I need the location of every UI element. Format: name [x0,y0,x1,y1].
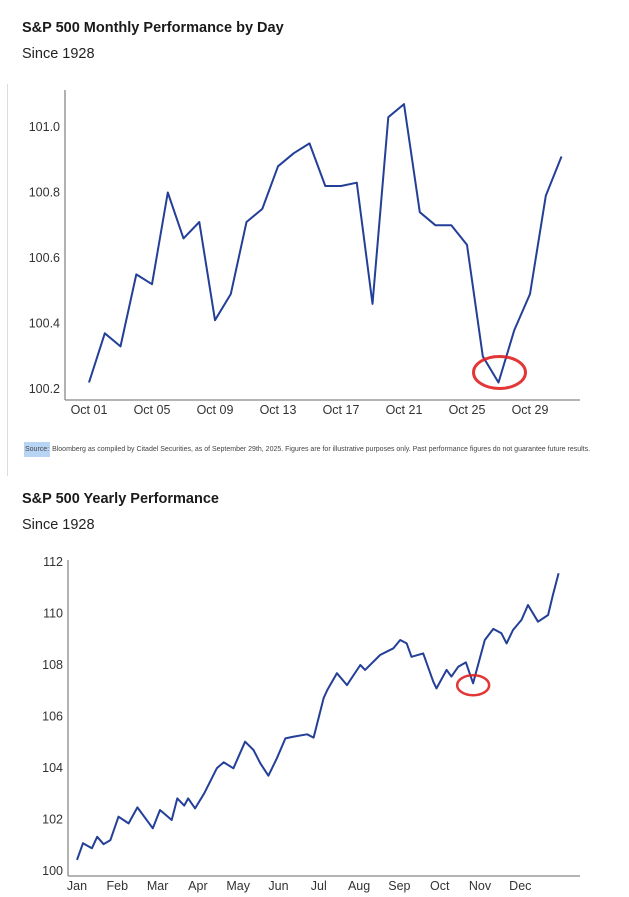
highlight-circle [472,354,527,390]
chart2-subtitle: Since 1928 [22,517,95,533]
x-tick-label: Oct 13 [260,403,297,417]
y-tick-label: 108 [42,658,63,672]
source-label: Source: [24,442,51,457]
y-tick-label: 100.4 [29,317,60,331]
y-tick-label: 100 [42,864,63,878]
x-tick-label: Mar [147,879,169,893]
chart2-title: S&P 500 Yearly Performance [22,491,219,507]
x-tick-label: Feb [107,879,129,893]
chart1-title: S&P 500 Monthly Performance by Day [22,20,284,36]
x-tick-label: Oct 09 [197,403,234,417]
y-tick-label: 104 [42,761,63,775]
y-tick-label: 100.2 [29,382,60,396]
y-tick-label: 106 [42,710,63,724]
quote-border [7,84,8,476]
x-tick-label: Jul [311,879,327,893]
x-tick-label: Oct 21 [386,403,423,417]
y-tick-label: 110 [43,607,63,621]
x-tick-label: Oct 05 [134,403,171,417]
x-tick-label: Oct 17 [323,403,360,417]
y-tick-label: 100.8 [29,186,60,200]
x-tick-label: Oct 25 [449,403,486,417]
x-tick-label: Aug [348,879,370,893]
source-text: Bloomberg as compiled by Citadel Securit… [50,446,591,453]
x-tick-label: Oct 29 [512,403,549,417]
y-tick-label: 100.6 [29,251,60,265]
x-tick-label: Dec [509,879,531,893]
x-tick-label: Apr [188,879,207,893]
series-line [76,573,560,861]
x-tick-label: Nov [469,879,492,893]
source-note: Source: Bloomberg as compiled by Citadel… [24,437,624,462]
x-tick-label: Sep [388,879,410,893]
x-tick-label: May [226,879,250,893]
chart1-subtitle: Since 1928 [22,46,95,62]
monthly-chart: 100.2 100.4 100.6 100.8 101.0 Oct 01 Oct 05 Oct… [29,90,580,417]
y-tick-label: 101.0 [29,120,60,134]
y-tick-label: 102 [42,813,63,827]
x-tick-label: Oct 01 [71,403,108,417]
x-tick-label: Jun [268,879,288,893]
y-tick-label: 112 [43,555,63,569]
highlight-circle [455,674,491,697]
x-tick-label: Jan [67,879,87,893]
x-tick-label: Oct [430,879,450,893]
